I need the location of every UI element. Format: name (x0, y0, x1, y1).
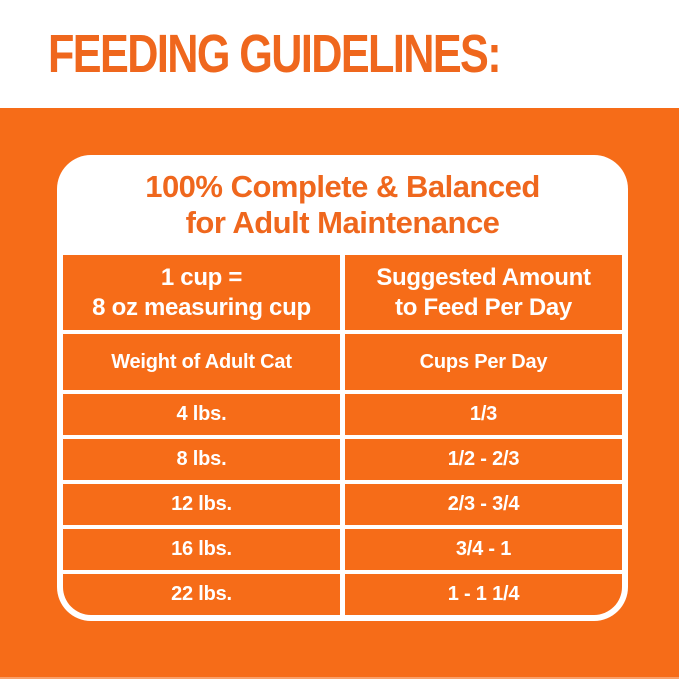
cups-cell: 1 - 1 1/4 (345, 574, 622, 615)
cup-measure-line2: 8 oz measuring cup (92, 293, 311, 321)
card-title-line2: for Adult Maintenance (185, 205, 500, 240)
suggested-amount-line1: Suggested Amount (376, 263, 591, 291)
table-header-row: 1 cup = 8 oz measuring cup Suggested Amo… (63, 255, 622, 330)
image-bottom-edge-line (0, 677, 679, 679)
card-title-line1: 100% Complete & Balanced (145, 169, 540, 204)
suggested-amount-header-cell: Suggested Amount to Feed Per Day (345, 255, 622, 330)
cup-measure-header-cell: 1 cup = 8 oz measuring cup (63, 255, 340, 330)
column-header-row: Weight of Adult Cat Cups Per Day (63, 334, 622, 390)
suggested-amount-line2: to Feed Per Day (395, 293, 572, 321)
page-title: FEEDING GUIDELINES: (48, 24, 502, 84)
header-band: FEEDING GUIDELINES: (0, 0, 679, 108)
cups-cell: 1/2 - 2/3 (345, 439, 622, 480)
feeding-table-card: 100% Complete & Balanced for Adult Maint… (57, 155, 628, 621)
cups-cell: 3/4 - 1 (345, 529, 622, 570)
cup-measure-line1: 1 cup = (160, 263, 243, 291)
weight-cell: 22 lbs. (63, 574, 340, 615)
feeding-guidelines-panel: 100% Complete & Balanced for Adult Maint… (0, 108, 679, 679)
column-header-weight: Weight of Adult Cat (63, 334, 340, 390)
card-title: 100% Complete & Balanced for Adult Maint… (57, 155, 628, 255)
table-row: 22 lbs. 1 - 1 1/4 (63, 574, 622, 615)
column-header-cups: Cups Per Day (345, 334, 622, 390)
cups-cell: 1/3 (345, 394, 622, 435)
weight-cell: 16 lbs. (63, 529, 340, 570)
table-row: 12 lbs. 2/3 - 3/4 (63, 484, 622, 525)
cups-cell: 2/3 - 3/4 (345, 484, 622, 525)
table-row: 4 lbs. 1/3 (63, 394, 622, 435)
table-row: 8 lbs. 1/2 - 2/3 (63, 439, 622, 480)
weight-cell: 12 lbs. (63, 484, 340, 525)
table-row: 16 lbs. 3/4 - 1 (63, 529, 622, 570)
weight-cell: 4 lbs. (63, 394, 340, 435)
weight-cell: 8 lbs. (63, 439, 340, 480)
feeding-table: 1 cup = 8 oz measuring cup Suggested Amo… (63, 255, 622, 615)
